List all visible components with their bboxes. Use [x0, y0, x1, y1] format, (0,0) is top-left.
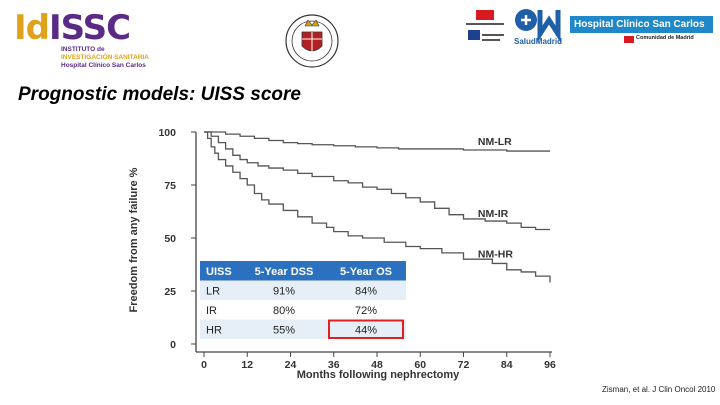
uiss-table: UISS 5-Year DSS 5-Year OS LR 91% 84% IR 80% 72% H…	[200, 261, 406, 339]
table-cell: 91%	[273, 286, 295, 298]
curve-label-nm-lr: NM-LR	[478, 136, 512, 148]
salud-madrid-text: SaludMadrid	[514, 37, 563, 46]
curve-label-nm-hr: NM-HR	[478, 248, 513, 260]
curve-nm-lr	[204, 131, 550, 152]
y-axis-label: Freedom from any failure %	[128, 167, 140, 312]
table-row	[200, 319, 406, 339]
citation: Zisman, et al. J Clin Oncol 2010	[602, 385, 716, 394]
x-tick-label: 60	[414, 359, 426, 371]
x-tick-label: 12	[241, 359, 253, 371]
table-cell: 55%	[273, 325, 295, 337]
table-cell: 72%	[355, 305, 377, 317]
x-tick-label: 96	[544, 359, 556, 371]
curve-nm-hr	[204, 131, 551, 283]
salud-madrid-icon	[515, 9, 561, 43]
x-tick-label: 0	[201, 359, 207, 371]
idissc-subtitle: INSTITUTO de INVESTIGACIÓN SANITARIA Hos…	[61, 46, 149, 69]
x-axis-label: Months following nephrectomy	[297, 369, 460, 381]
curve-labels: NM-LR NM-IR NM-HR	[478, 136, 513, 260]
y-tick-label: 0	[170, 339, 176, 351]
idissc-logo: IdISSC INSTITUTO de INVESTIGACIÓN SANITA…	[14, 8, 149, 69]
university-seal-icon	[285, 14, 339, 68]
curve-nm-ir	[204, 131, 550, 231]
hospital-name: Hospital Clínico San Carlos	[570, 16, 713, 33]
table-row	[200, 280, 406, 300]
community-name: Comunidad de Madrid	[636, 35, 694, 41]
kaplan-meier-chart: Freedom from any failure % Months follow…	[128, 127, 556, 381]
slide-title: Prognostic models: UISS score	[18, 84, 301, 105]
x-tick-label: 48	[371, 359, 383, 371]
x-tick-label: 72	[458, 359, 470, 371]
table-cell: IR	[206, 305, 217, 317]
y-tick-label: 75	[164, 180, 176, 192]
highlight-box	[328, 319, 404, 339]
x-tick-label: 36	[328, 359, 340, 371]
x-tick-label: 84	[501, 359, 513, 371]
idissc-mark: IdISSC	[14, 8, 131, 48]
survival-curves	[204, 131, 551, 283]
table-cell: 44%	[355, 325, 377, 337]
y-tick-label: 25	[164, 286, 176, 298]
axes: 0 12 24 36 48 60 72 84 96 0 25 50 75 100	[158, 127, 556, 371]
table-header	[200, 261, 406, 281]
header-logos: IdISSC INSTITUTO de INVESTIGACIÓN SANITA…	[0, 0, 720, 80]
x-tick-label: 24	[285, 359, 297, 371]
table-header-cell: 5-Year OS	[340, 266, 392, 278]
table-header-cell: 5-Year DSS	[255, 266, 314, 278]
table-cell: 84%	[355, 286, 377, 298]
y-tick-label: 100	[158, 127, 176, 139]
madrid-health-logos: SaludMadrid Hospital Clínico San Carlos …	[462, 6, 713, 46]
madrid-region-icon	[466, 10, 504, 41]
table-cell: 80%	[273, 305, 295, 317]
y-tick-label: 50	[164, 233, 176, 245]
curve-label-nm-ir: NM-IR	[478, 208, 509, 220]
table-cell: HR	[206, 325, 222, 337]
table-header-cell: UISS	[206, 266, 232, 278]
community-flag-icon	[624, 36, 634, 43]
table-cell: LR	[206, 286, 220, 298]
table-row	[200, 300, 406, 320]
